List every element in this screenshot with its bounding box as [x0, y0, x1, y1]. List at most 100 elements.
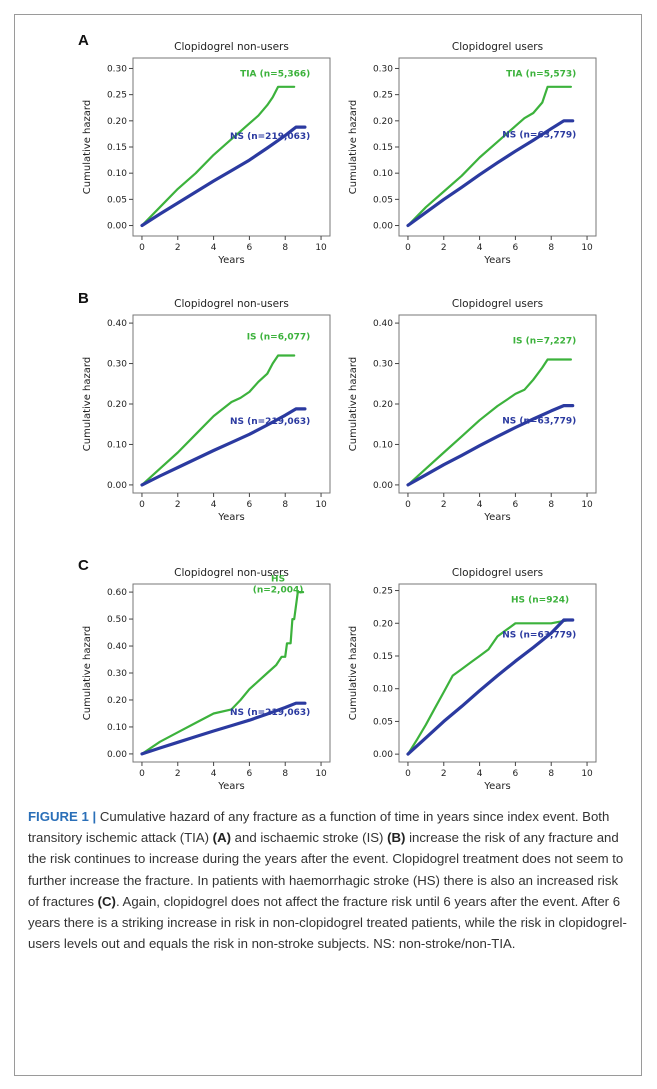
caption-label: FIGURE 1 |	[28, 809, 97, 824]
y-tick-label: 0.30	[373, 64, 393, 74]
chart-c-non-users: Clopidogrel non-users 0 2 4 6 8 10 0.00 0.10 0.20…	[82, 567, 331, 792]
x-axis-label: Years	[217, 781, 244, 792]
chart-b-non-users: Clopidogrel non-users 0 2 4 6 8 10 0.00 0.10 0.20…	[82, 298, 331, 523]
y-tick-label: 0.20	[107, 400, 127, 410]
series-label-non-stroke: NS (n=219,063)	[230, 417, 310, 427]
series-label-non-stroke: NS (n=63,779)	[502, 416, 576, 426]
x-axis-label: Years	[483, 512, 510, 523]
x-tick-label: 2	[441, 500, 447, 510]
series-line-event	[140, 591, 305, 755]
y-tick-label: 0.60	[107, 588, 127, 598]
y-axis-label: Cumulative hazard	[82, 357, 93, 451]
x-tick-label: 4	[477, 243, 483, 253]
series-line-event	[140, 354, 296, 486]
y-tick-label: 0.20	[373, 619, 393, 629]
figure-frame	[14, 14, 642, 1076]
series-label-non-stroke: NS (n=219,063)	[230, 132, 310, 142]
x-tick-label: 10	[581, 500, 593, 510]
x-tick-label: 6	[513, 500, 519, 510]
caption-text-4: . Again, clopidogrel does not affect the…	[28, 893, 627, 952]
series-label-line: HS	[271, 574, 285, 584]
series-label-event: IS (n=7,227)	[513, 336, 577, 346]
chart-title: Clopidogrel non-users	[174, 298, 289, 310]
plot-area	[132, 583, 331, 763]
y-tick-label: 0.50	[107, 615, 127, 625]
series-label-line: (n=2,004)	[253, 585, 304, 595]
x-tick-label: 4	[211, 243, 217, 253]
series-label-event: TIA (n=5,573)	[506, 69, 576, 79]
y-tick-label: 0.30	[107, 360, 127, 370]
series-label-event: HS (n=2,004)	[253, 574, 304, 595]
series-line-non-stroke	[140, 125, 307, 228]
y-tick-label: 0.00	[373, 481, 393, 491]
y-tick-label: 0.10	[107, 169, 127, 179]
x-tick-label: 2	[441, 243, 447, 253]
x-tick-label: 6	[247, 500, 253, 510]
plot-area	[132, 57, 331, 237]
x-tick-label: 4	[477, 769, 483, 779]
figure-charts: A B C Clopidogrel non-users 0 2 4 6 8 10 0.00 0.05 0…	[78, 32, 597, 792]
x-tick-label: 2	[175, 769, 181, 779]
x-tick-label: 8	[282, 500, 288, 510]
x-tick-label: 0	[139, 500, 145, 510]
y-tick-label: 0.10	[107, 723, 127, 733]
y-tick-label: 0.00	[373, 222, 393, 232]
series-label-non-stroke: NS (n=63,779)	[502, 631, 576, 641]
series-line-event	[406, 358, 572, 486]
chart-title: Clopidogrel users	[452, 298, 543, 310]
chart-title: Clopidogrel non-users	[174, 41, 289, 53]
x-tick-label: 2	[175, 243, 181, 253]
series-line-event	[406, 618, 571, 756]
x-tick-label: 6	[513, 243, 519, 253]
x-tick-label: 2	[175, 500, 181, 510]
y-tick-label: 0.15	[107, 143, 127, 153]
series-label-non-stroke: NS (n=219,063)	[230, 708, 310, 718]
series-label-event: HS (n=924)	[511, 595, 569, 605]
x-tick-label: 10	[315, 769, 327, 779]
x-axis-label: Years	[217, 255, 244, 266]
x-tick-label: 0	[139, 243, 145, 253]
y-tick-label: 0.30	[373, 360, 393, 370]
y-tick-label: 0.10	[373, 685, 393, 695]
y-tick-label: 0.40	[373, 319, 393, 329]
x-tick-label: 10	[581, 769, 593, 779]
plot-area	[398, 583, 597, 763]
y-tick-label: 0.00	[107, 481, 127, 491]
y-tick-label: 0.05	[107, 195, 127, 205]
caption-ref-c: (C)	[97, 893, 116, 909]
series-label-event: TIA (n=5,366)	[240, 69, 310, 79]
x-tick-label: 0	[405, 769, 411, 779]
y-tick-label: 0.40	[107, 642, 127, 652]
y-tick-label: 0.00	[107, 222, 127, 232]
figure-caption: FIGURE 1 | Cumulative hazard of any frac…	[28, 806, 630, 954]
caption-text-2: and ischaemic stroke (IS)	[230, 830, 388, 846]
x-axis-label: Years	[217, 512, 244, 523]
y-axis-label: Cumulative hazard	[348, 357, 359, 451]
y-axis-label: Cumulative hazard	[348, 626, 359, 720]
chart-title: Clopidogrel users	[452, 41, 543, 53]
series-line-non-stroke	[406, 119, 575, 228]
chart-a-users: Clopidogrel users 0 2 4 6 8 10 0.00 0.05 0.10 0.15…	[348, 41, 597, 266]
x-tick-label: 6	[247, 769, 253, 779]
y-tick-label: 0.20	[107, 696, 127, 706]
y-tick-label: 0.30	[107, 64, 127, 74]
x-tick-label: 4	[211, 769, 217, 779]
y-tick-label: 0.20	[373, 117, 393, 127]
caption-text-1: Cumulative hazard of any fracture as a f…	[28, 809, 610, 846]
y-axis-label: Cumulative hazard	[348, 100, 359, 194]
x-tick-label: 8	[548, 500, 554, 510]
y-tick-label: 0.15	[373, 652, 393, 662]
series-line-event	[140, 85, 296, 227]
y-tick-label: 0.25	[373, 91, 393, 101]
y-tick-label: 0.00	[373, 750, 393, 760]
x-tick-label: 2	[441, 769, 447, 779]
x-tick-label: 6	[247, 243, 253, 253]
x-tick-label: 8	[548, 769, 554, 779]
panel-letter-c: C	[78, 557, 89, 574]
caption-text-3: increase the risk of any fracture and th…	[28, 830, 624, 909]
y-tick-label: 0.20	[373, 400, 393, 410]
chart-a-non-users: Clopidogrel non-users 0 2 4 6 8 10 0.00 0.05 0.10…	[82, 41, 331, 266]
x-tick-label: 4	[211, 500, 217, 510]
panel-letter-b: B	[78, 290, 89, 307]
y-tick-label: 0.10	[107, 440, 127, 450]
